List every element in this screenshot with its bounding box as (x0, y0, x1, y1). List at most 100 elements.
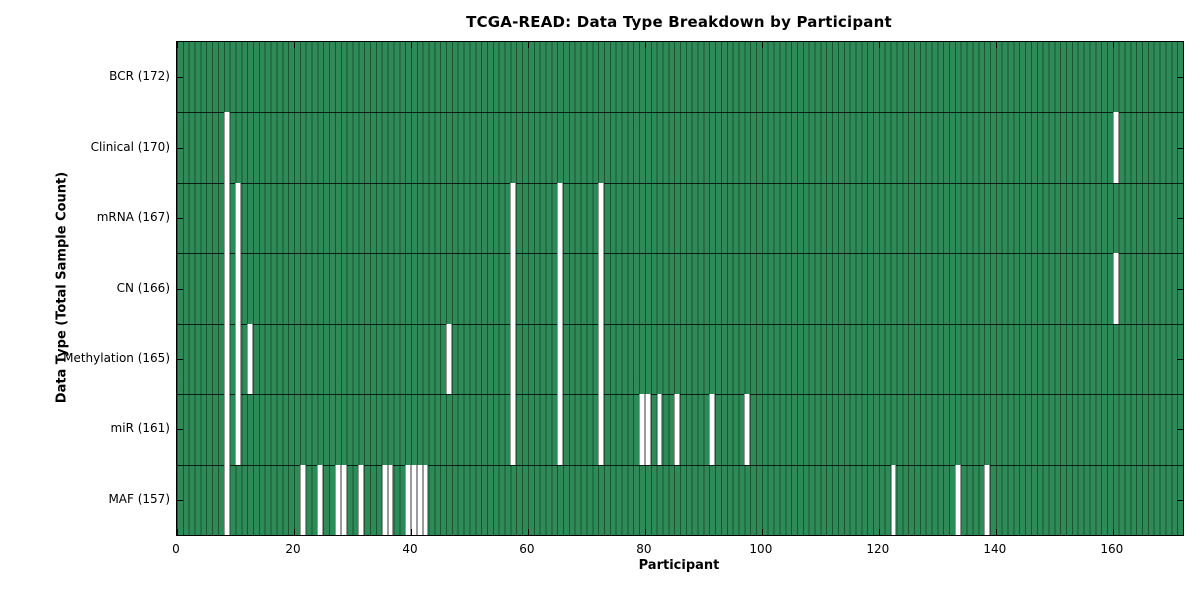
absent-cell-miR-91 (709, 394, 716, 465)
x-tick-label-100: 100 (749, 542, 773, 556)
row-boundary-line (177, 182, 1183, 184)
y-tick-mark (1177, 77, 1183, 79)
absent-cell-mRNA-57 (510, 182, 517, 254)
x-tick-label-120: 120 (866, 542, 890, 556)
x-tick-mark (644, 529, 646, 535)
x-tick-label-40: 40 (402, 542, 418, 556)
absent-cell-miR-72 (598, 394, 604, 465)
y-tick-label-CN: CN (166) (116, 280, 170, 295)
y-tick-mark (177, 429, 183, 431)
absent-cell-mRNA-72 (598, 182, 604, 254)
x-tick-mark (177, 42, 178, 48)
x-tick-mark (527, 42, 529, 48)
x-tick-mark (293, 42, 295, 48)
y-tick-label-BCR: BCR (172) (109, 69, 170, 84)
x-tick-mark (761, 529, 763, 535)
absent-cell-MAF-27 (334, 464, 341, 535)
y-tick-mark (177, 499, 183, 501)
absent-cell-CN-72 (598, 253, 604, 324)
x-tick-mark (1112, 42, 1114, 48)
absent-cell-MAF-122 (890, 464, 897, 535)
x-tick-mark (293, 529, 295, 535)
row-boundary-line (177, 112, 1183, 114)
x-tick-label-60: 60 (519, 542, 535, 556)
y-tick-label-Methylation: Methylation (165) (63, 350, 170, 365)
absent-cell-miR-79 (639, 394, 645, 465)
x-tick-label-0: 0 (172, 542, 180, 556)
absent-cell-Methylation-10 (235, 323, 242, 395)
y-tick-label-mRNA: mRNA (167) (96, 210, 170, 225)
absent-cell-miR-57 (510, 394, 517, 465)
absent-cell-MAF-41 (416, 464, 423, 535)
row-boundary-line (177, 323, 1183, 325)
absent-cell-miR-85 (674, 394, 680, 465)
y-tick-mark (177, 358, 183, 360)
y-tick-mark (177, 77, 183, 79)
absent-cell-miR-97 (744, 394, 751, 465)
absent-cell-MAF-28 (340, 464, 347, 535)
y-tick-mark (1177, 218, 1183, 220)
absent-cell-mRNA-10 (235, 182, 242, 254)
absent-cell-miR-8 (223, 394, 230, 465)
y-tick-mark (1177, 499, 1183, 501)
absent-cell-CN-160 (1112, 253, 1119, 324)
y-tick-mark (1177, 147, 1183, 149)
absent-cell-CN-10 (235, 253, 242, 324)
absent-cell-MAF-24 (317, 464, 324, 535)
absent-cell-Methylation-8 (223, 323, 230, 395)
absent-cell-mRNA-65 (557, 182, 564, 254)
absent-cell-MAF-35 (381, 464, 388, 535)
x-tick-mark (995, 529, 997, 535)
x-tick-label-80: 80 (636, 542, 652, 556)
absent-cell-Methylation-46 (446, 323, 452, 395)
x-tick-mark (1112, 529, 1114, 535)
absent-cell-MAF-36 (387, 464, 394, 535)
x-tick-mark (995, 42, 997, 48)
row-boundary-line (177, 253, 1183, 255)
y-tick-mark (1177, 288, 1183, 290)
absent-cell-CN-57 (510, 253, 517, 324)
x-axis-label: Participant (638, 558, 720, 573)
x-tick-mark (878, 42, 880, 48)
y-tick-mark (177, 288, 183, 290)
absent-cell-MAF-138 (984, 464, 990, 535)
x-tick-mark (644, 42, 646, 48)
y-tick-label-miR: miR (161) (110, 421, 170, 436)
plot-area: Present Absent (176, 41, 1184, 536)
absent-cell-Methylation-65 (557, 323, 564, 395)
y-tick-mark (177, 218, 183, 220)
absent-cell-miR-80 (644, 394, 651, 465)
absent-cell-Methylation-57 (510, 323, 517, 395)
absent-cell-miR-65 (557, 394, 564, 465)
absent-cell-mRNA-8 (223, 182, 230, 254)
x-tick-mark (410, 42, 412, 48)
x-tick-mark (177, 529, 178, 535)
row-boundary-line (177, 464, 1183, 466)
absent-cell-Clinical-8 (223, 112, 230, 183)
absent-cell-MAF-40 (410, 464, 417, 535)
absent-cell-CN-65 (557, 253, 564, 324)
absent-cell-MAF-42 (422, 464, 429, 535)
row-boundary-line (177, 394, 1183, 396)
absent-cell-Methylation-12 (247, 323, 254, 395)
absent-cell-miR-82 (656, 394, 663, 465)
x-tick-mark (527, 529, 529, 535)
absent-cell-MAF-21 (299, 464, 306, 535)
y-tick-mark (177, 147, 183, 149)
x-tick-label-20: 20 (285, 542, 301, 556)
y-tick-label-MAF: MAF (157) (108, 491, 170, 506)
x-tick-label-160: 160 (1100, 542, 1124, 556)
absent-cell-Methylation-72 (598, 323, 604, 395)
absent-cell-miR-10 (235, 394, 242, 465)
chart-title: TCGA-READ: Data Type Breakdown by Partic… (466, 13, 892, 31)
absent-cell-MAF-39 (405, 464, 411, 535)
x-tick-label-140: 140 (983, 542, 1007, 556)
absent-cell-MAF-8 (223, 464, 230, 535)
x-tick-mark (410, 529, 412, 535)
y-tick-mark (1177, 358, 1183, 360)
y-tick-label-Clinical: Clinical (170) (90, 139, 170, 154)
x-tick-mark (761, 42, 763, 48)
absent-cell-MAF-31 (358, 464, 365, 535)
absent-cell-Clinical-160 (1112, 112, 1119, 183)
